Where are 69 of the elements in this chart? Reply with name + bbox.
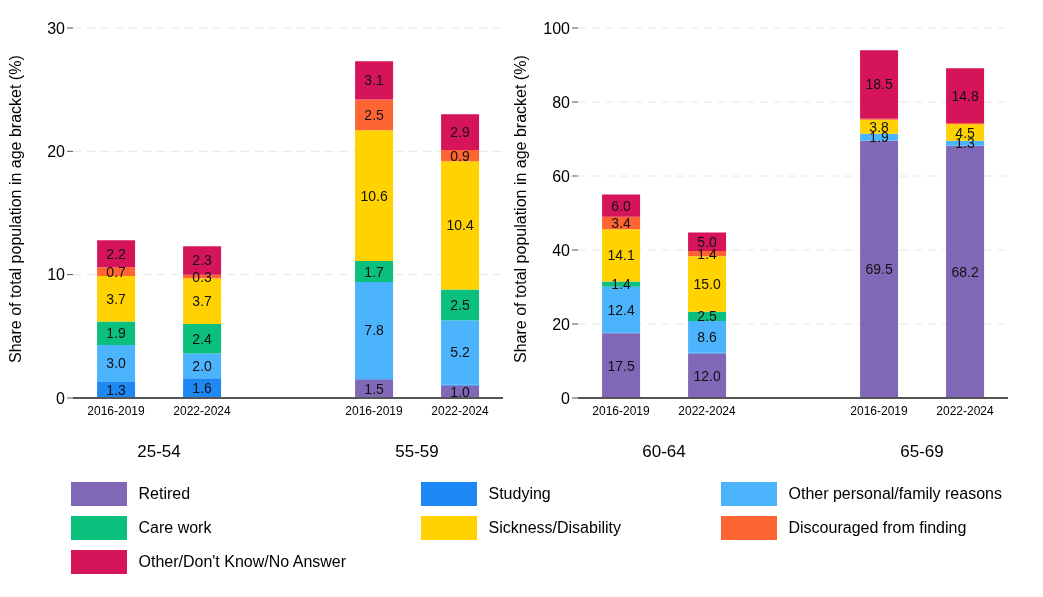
y-tick-label: 0 — [56, 389, 66, 407]
data-label: 14.1 — [607, 247, 635, 264]
y-tick-label: 10 — [47, 266, 66, 284]
data-label: 1.5 — [364, 380, 385, 397]
data-label: 3.1 — [364, 72, 385, 89]
data-label: 3.0 — [106, 355, 127, 372]
x-tick-label: 2022-2024 — [431, 403, 490, 418]
data-label: 1.0 — [450, 383, 471, 400]
y-tick-label: 0 — [561, 389, 571, 407]
y-tick-label: 100 — [543, 19, 571, 37]
data-label: 8.6 — [697, 328, 718, 345]
x-tick-label: 2022-2024 — [173, 403, 232, 418]
data-label: 2.4 — [192, 330, 213, 347]
data-label: 10.6 — [360, 187, 388, 204]
data-label: 2.5 — [450, 296, 471, 313]
data-label: 3.7 — [106, 290, 127, 307]
x-tick-label: 2016-2019 — [592, 403, 651, 418]
legend-label: Other personal/family reasons — [788, 485, 1002, 503]
x-tick-label: 2016-2019 — [345, 403, 404, 418]
data-label: 0.7 — [106, 263, 127, 280]
legend-label: Other/Don't Know/No Answer — [138, 553, 347, 571]
legend-label: Studying — [488, 485, 551, 503]
data-label: 1.6 — [192, 380, 213, 397]
data-label: 17.5 — [607, 357, 635, 374]
data-label: 0.3 — [192, 268, 213, 285]
data-label: 5.0 — [697, 233, 718, 250]
data-label: 12.4 — [607, 301, 635, 318]
legend-label: Care work — [138, 519, 212, 537]
data-label: 69.5 — [865, 261, 893, 278]
text: 25-54 — [136, 442, 182, 462]
data-label: 3.7 — [192, 293, 213, 310]
y-tick-label: 60 — [552, 167, 571, 185]
data-label: 68.2 — [951, 263, 979, 280]
x-tick-label: 2016-2019 — [87, 403, 146, 418]
x-tick-label: 2016-2019 — [850, 403, 909, 418]
y-tick-label: 20 — [47, 143, 66, 161]
data-label: 2.5 — [364, 106, 385, 123]
y-tick-label: 40 — [552, 241, 571, 259]
y-axis-title: Share of total population in age bracket (%) — [6, 55, 24, 363]
text: 55-59 — [394, 442, 440, 462]
data-label: 1.7 — [364, 263, 385, 280]
data-label: 18.5 — [865, 76, 893, 93]
data-label: 2.5 — [697, 308, 718, 325]
legend-label: Sickness/Disability — [488, 519, 621, 537]
data-label: 14.8 — [951, 87, 979, 104]
data-label: 3.4 — [611, 214, 632, 231]
y-tick-label: 20 — [552, 315, 571, 333]
legend-label: Retired — [138, 485, 191, 503]
text: 65-69 — [899, 442, 945, 462]
y-tick-label: 80 — [552, 93, 571, 111]
data-label: 2.9 — [450, 124, 471, 141]
data-label: 1.3 — [106, 381, 127, 398]
data-label: 10.4 — [446, 217, 474, 234]
x-tick-label: 2022-2024 — [678, 403, 737, 418]
data-label: 1.9 — [106, 325, 127, 342]
data-label: 15.0 — [693, 276, 721, 293]
data-label: 2.3 — [192, 252, 213, 269]
data-label: 5.2 — [450, 344, 471, 361]
data-label: 0.9 — [450, 147, 471, 164]
x-tick-label: 2022-2024 — [936, 403, 995, 418]
y-tick-label: 30 — [47, 19, 66, 37]
data-label: 7.8 — [364, 322, 385, 339]
y-axis-title: Share of total population in age bracket (%) — [511, 55, 529, 363]
text: 60-64 — [641, 442, 687, 462]
data-label: 6.0 — [611, 197, 632, 214]
data-label: 12.0 — [693, 367, 721, 384]
data-label: 2.2 — [106, 245, 127, 262]
legend-label: Discouraged from finding — [788, 519, 967, 537]
data-label: 2.0 — [192, 357, 213, 374]
